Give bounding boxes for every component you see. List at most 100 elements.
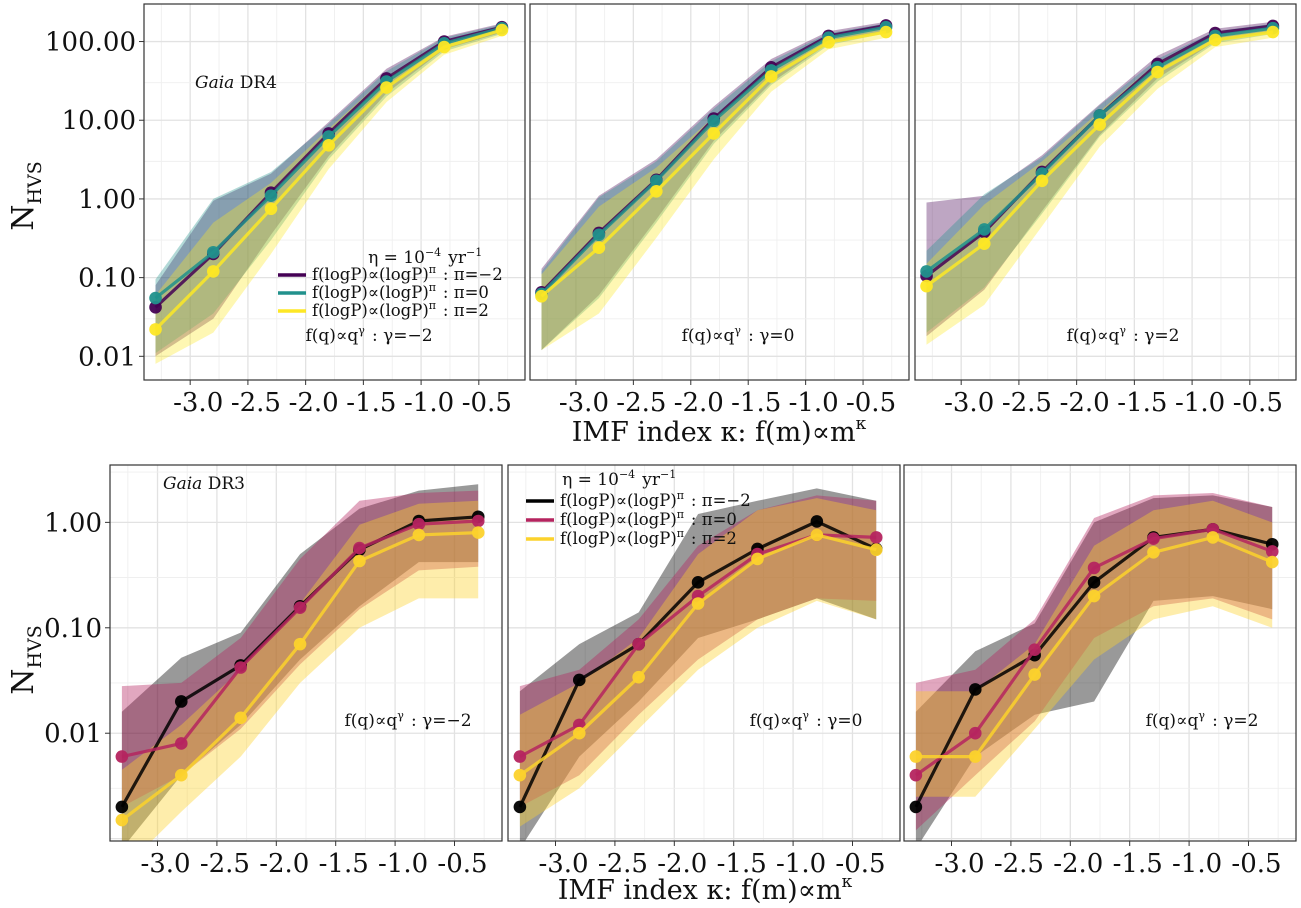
point-series-1 [471, 514, 485, 528]
gamma-annotation: f(q)∝qγ : γ=0 [682, 324, 795, 346]
grid [110, 465, 502, 841]
point-series-1 [977, 223, 991, 236]
x-tick-label: -1.5 [731, 388, 781, 418]
band-series-1 [519, 495, 877, 807]
x-tick-label: -0.5 [846, 388, 896, 418]
point-series-2 [920, 279, 933, 293]
point-series-2 [592, 241, 606, 255]
point-series-0 [513, 800, 527, 814]
point-series-0 [968, 683, 982, 696]
x-tick-label: -1.0 [1172, 849, 1222, 879]
gamma-annotation: f(q)∝qγ : γ=−2 [305, 324, 432, 346]
point-series-1 [909, 768, 923, 782]
legend-label: f(logP)∝(logP)π : π=−2 [560, 489, 751, 510]
panel-top-0: -3.0 -2.5 -2.0 -1.5 -1.0 -0.5 0.01 0.10 1.00 10.0… [45, 3, 526, 418]
point-series-1 [869, 531, 883, 544]
gamma-annotation: f(q)∝qγ : γ=2 [1067, 324, 1180, 346]
band-series-2 [155, 25, 502, 364]
point-series-2 [495, 23, 509, 37]
x-tick-label: -3.0 [934, 849, 984, 879]
point-series-2 [380, 81, 393, 94]
gamma-annotation: f(q)∝qγ : γ=−2 [344, 709, 471, 731]
point-series-2 [1087, 589, 1101, 603]
x-tick-label: -1.5 [717, 849, 767, 879]
band-series-2 [121, 500, 479, 841]
panel-frame [903, 464, 1297, 842]
x-tick-label: -2.0 [289, 388, 339, 418]
point-series-2 [1028, 668, 1041, 681]
x-tick-label: -1.0 [1175, 388, 1225, 418]
point-series-2 [115, 813, 129, 827]
point-series-2 [1206, 531, 1220, 544]
band-series-1 [541, 23, 886, 351]
top-xlabel: IMF index κ: f(m)∝mκ [572, 414, 867, 448]
point-series-1 [1147, 532, 1160, 545]
point-series-0 [691, 576, 705, 589]
panel-frame [914, 3, 1297, 381]
x-tick-label: -1.0 [776, 849, 826, 879]
x-tick-label: -3.0 [559, 388, 609, 418]
point-series-2 [810, 528, 824, 542]
x-tick-label: -0.5 [835, 849, 885, 879]
point-series-1 [592, 228, 606, 242]
x-tick-label: -3.0 [538, 849, 588, 879]
grid [904, 465, 1296, 841]
point-series-0 [572, 673, 586, 687]
panel-frame [507, 464, 901, 842]
point-series-2 [234, 711, 247, 725]
point-series-1 [264, 189, 278, 202]
point-series-2 [909, 750, 923, 763]
point-series-2 [174, 768, 188, 782]
survey-label: Gaia DR3 [163, 474, 245, 494]
y-tick-label: 0.10 [44, 614, 102, 644]
y-tick-label: 0.01 [78, 342, 136, 372]
point-series-0 [115, 800, 129, 814]
x-tick-label: -3.0 [173, 388, 223, 418]
point-series-1 [293, 601, 307, 615]
x-tick-label: -2.5 [231, 388, 281, 418]
panel-top-2: -3.0 -2.5 -2.0 -1.5 -1.0 -0.5 f(q)∝qγ : γ=2 [914, 3, 1297, 418]
point-series-1 [322, 130, 336, 143]
band-series-2 [915, 500, 1273, 797]
point-series-1 [174, 737, 188, 750]
x-tick-label: -1.5 [319, 849, 369, 879]
point-series-2 [632, 670, 645, 684]
panel-top-1: -3.0 -2.5 -2.0 -1.5 -1.0 -0.5 f(q)∝qγ : γ=0 [529, 3, 910, 418]
legend-label: f(logP)∝(logP)π : π=−2 [312, 263, 503, 284]
plot-area [909, 493, 1279, 841]
point-series-1 [650, 174, 663, 188]
point-series-2 [1093, 118, 1107, 131]
y-tick-label: 1.00 [44, 508, 102, 538]
x-tick-label: -2.5 [616, 388, 666, 418]
y-tick-label: 1.00 [78, 185, 136, 215]
point-series-1 [234, 661, 247, 674]
bottom-ylabel: NHVS [6, 625, 46, 695]
panel-frame [143, 3, 526, 381]
point-series-2 [650, 185, 663, 198]
x-tick-label: -2.0 [657, 849, 707, 879]
point-series-0 [1087, 576, 1101, 589]
point-series-2 [471, 526, 485, 539]
panel-bottom-2: -3.0 -2.5 -2.0 -1.5 -1.0 -0.5 f(q)∝qγ : γ=2 [903, 464, 1297, 879]
plot-area [535, 19, 893, 351]
plot-area [920, 19, 1280, 345]
bottom-xlabel: IMF index κ: f(m)∝mκ [558, 872, 853, 906]
point-series-2 [968, 750, 982, 763]
band-series-2 [519, 498, 877, 827]
gamma-annotation: f(q)∝qγ : γ=0 [750, 709, 863, 731]
survey-label: Gaia DR4 [195, 73, 277, 93]
point-series-2 [437, 40, 451, 54]
point-series-2 [879, 25, 893, 39]
point-series-1 [115, 750, 129, 763]
point-series-0 [149, 300, 162, 314]
point-series-0 [909, 800, 923, 814]
point-series-0 [174, 695, 188, 708]
point-series-1 [1028, 643, 1041, 656]
legend-label: f(logP)∝(logP)π : π=0 [560, 508, 737, 529]
panel-frame [109, 464, 503, 842]
point-series-1 [632, 637, 645, 651]
grid [508, 465, 900, 841]
band-series-0 [121, 484, 479, 841]
x-tick-label: -3.0 [140, 849, 190, 879]
band-series-1 [915, 493, 1273, 831]
